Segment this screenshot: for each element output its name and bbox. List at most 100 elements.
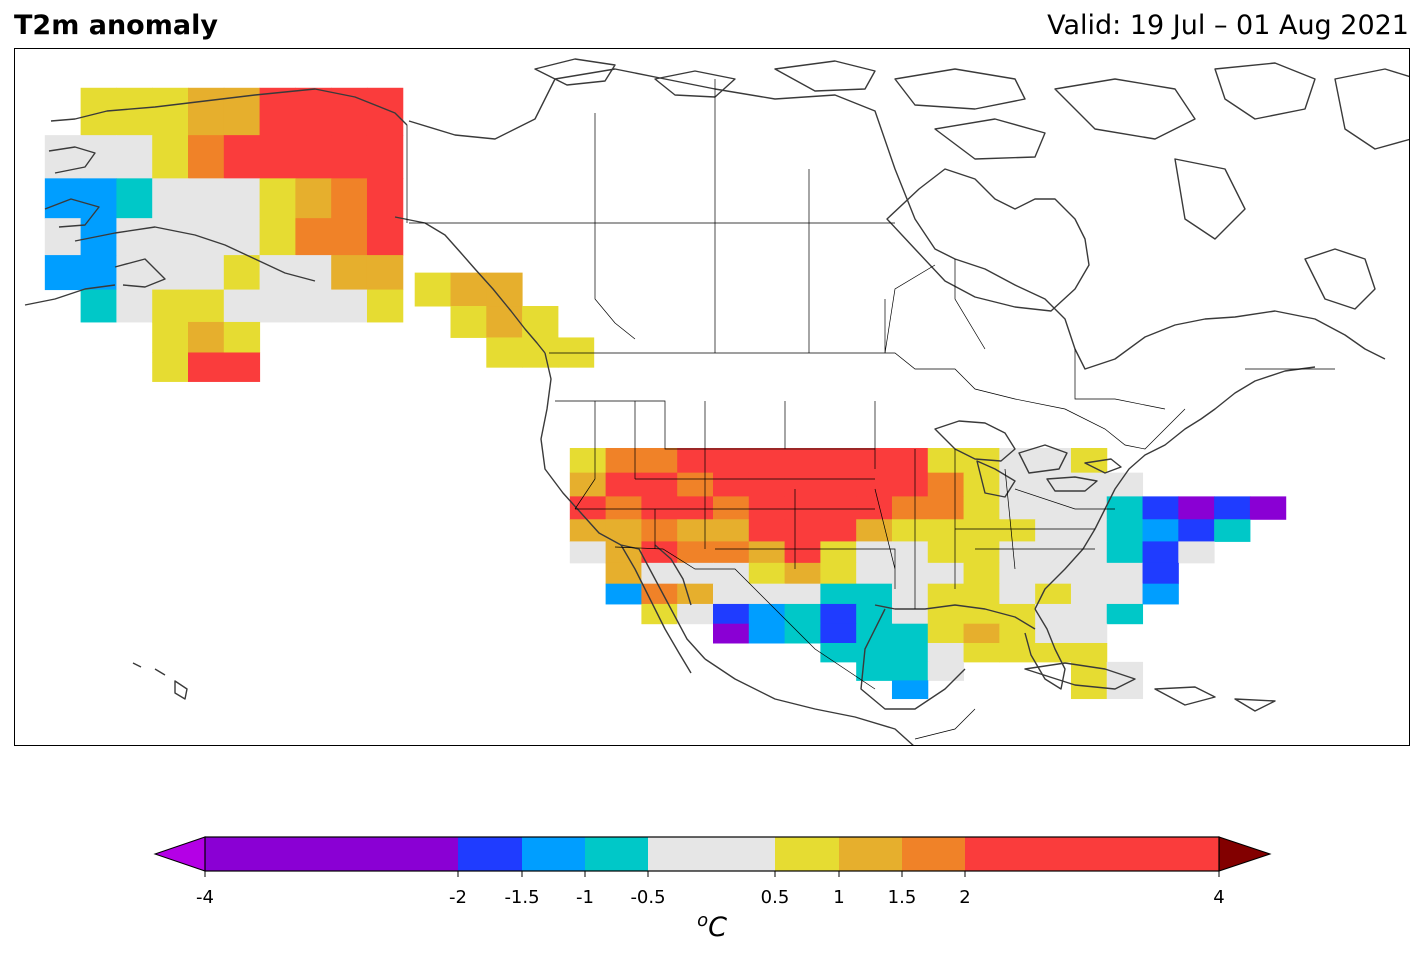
anomaly-cell xyxy=(1178,496,1215,520)
anomaly-cell xyxy=(569,472,607,497)
border-central-america xyxy=(914,708,976,740)
anomaly-cell xyxy=(331,255,368,291)
anomaly-cell xyxy=(820,519,857,542)
colorbar-outline xyxy=(204,836,1220,872)
anomaly-cell xyxy=(784,496,821,520)
anomaly-cell xyxy=(999,496,1036,520)
anomaly-cell xyxy=(295,255,332,291)
colorbar-tick-label: -1 xyxy=(576,887,594,908)
anomaly-cell xyxy=(927,661,965,681)
anomaly-cell xyxy=(784,562,821,585)
anomaly-cell xyxy=(1214,496,1251,520)
anomaly-cell xyxy=(748,472,786,497)
anomaly-cell xyxy=(963,472,1000,497)
colorbar-svg xyxy=(153,836,1272,877)
anomaly-cell xyxy=(927,519,965,542)
anomaly-cell xyxy=(641,603,678,625)
anomaly-cell xyxy=(891,496,929,520)
anomaly-cell xyxy=(999,447,1036,474)
anomaly-cell xyxy=(820,472,857,497)
anomaly-cell xyxy=(522,306,559,338)
anomaly-cell xyxy=(223,218,261,256)
anomaly-cell xyxy=(927,472,965,497)
anomaly-cell xyxy=(748,623,786,644)
anomaly-cell xyxy=(856,583,893,605)
anomaly-cell xyxy=(1035,603,1072,625)
anomaly-cell xyxy=(963,541,1000,564)
anomaly-cell xyxy=(748,519,786,542)
anomaly-cell xyxy=(80,178,117,219)
anomaly-cell xyxy=(152,135,189,179)
anomaly-cell xyxy=(1106,541,1144,564)
anomaly-cell xyxy=(605,447,642,474)
coastline-great-lakes xyxy=(934,420,1122,498)
anomaly-cell xyxy=(677,447,714,474)
anomaly-cell xyxy=(856,447,893,474)
political-borders-layer xyxy=(406,79,1335,740)
border-us-canada xyxy=(549,352,1186,450)
anomaly-cell xyxy=(1106,562,1144,585)
border-canada-provinces xyxy=(409,79,1335,410)
anomaly-cell xyxy=(999,642,1036,663)
anomaly-cell xyxy=(748,541,786,564)
anomaly-cell xyxy=(605,562,642,585)
anomaly-cells-layer xyxy=(44,87,1287,700)
anomaly-cell xyxy=(295,87,332,136)
anomaly-cell xyxy=(1070,496,1108,520)
anomaly-cell xyxy=(1035,623,1072,644)
anomaly-cell xyxy=(677,562,714,585)
colorbar-tick-label: 1 xyxy=(833,887,845,908)
anomaly-cell xyxy=(223,135,261,179)
anomaly-cell xyxy=(856,642,893,663)
coastline-caribbean xyxy=(1024,662,1276,712)
anomaly-cell xyxy=(1178,519,1215,542)
anomaly-cell xyxy=(891,541,929,564)
anomaly-cell xyxy=(1070,642,1108,663)
anomaly-cell xyxy=(963,603,1000,625)
colorbar-bin xyxy=(839,837,902,871)
anomaly-cell xyxy=(1035,541,1072,564)
anomaly-cell xyxy=(450,306,487,338)
coastline-layer xyxy=(24,58,1409,745)
anomaly-cell xyxy=(856,623,893,644)
anomaly-cell xyxy=(1214,519,1251,542)
anomaly-cell xyxy=(927,642,965,663)
anomaly-cell xyxy=(152,87,189,136)
colorbar-tick-label: -2 xyxy=(449,887,467,908)
anomaly-cell xyxy=(605,496,642,520)
anomaly-cell xyxy=(677,583,714,605)
colorbar-over-arrow xyxy=(1218,836,1272,872)
anomaly-cell xyxy=(999,603,1036,625)
anomaly-cell xyxy=(856,562,893,585)
coastline-arctic-islands xyxy=(534,58,1409,240)
coastline-hawaii xyxy=(132,662,188,700)
colorbar-bin xyxy=(902,837,965,871)
anomaly-cell xyxy=(1142,496,1179,520)
anomaly-cell xyxy=(116,87,153,136)
anomaly-cell xyxy=(891,472,929,497)
anomaly-cell xyxy=(891,623,929,644)
anomaly-cell xyxy=(677,603,714,625)
anomaly-cell xyxy=(891,661,929,681)
anomaly-cell xyxy=(259,255,296,291)
coastline-baja xyxy=(620,544,692,674)
colorbar-unit-label: oC xyxy=(697,910,727,943)
anomaly-cell xyxy=(486,272,523,307)
anomaly-cell xyxy=(1142,519,1179,542)
anomaly-cell xyxy=(116,218,153,256)
anomaly-cell xyxy=(856,661,893,681)
anomaly-cell xyxy=(1142,583,1179,605)
anomaly-cell xyxy=(569,447,607,474)
colorbar-bin xyxy=(205,837,458,871)
anomaly-cell xyxy=(152,352,189,382)
anomaly-cell xyxy=(188,135,225,179)
anomaly-cell xyxy=(641,562,678,585)
anomaly-cell xyxy=(1106,661,1144,681)
anomaly-cell xyxy=(820,583,857,605)
border-us-states xyxy=(555,400,1115,609)
anomaly-cell xyxy=(856,519,893,542)
anomaly-cell xyxy=(820,603,857,625)
anomaly-cell xyxy=(414,272,452,307)
anomaly-cell xyxy=(641,519,678,542)
anomaly-cell xyxy=(1070,541,1108,564)
